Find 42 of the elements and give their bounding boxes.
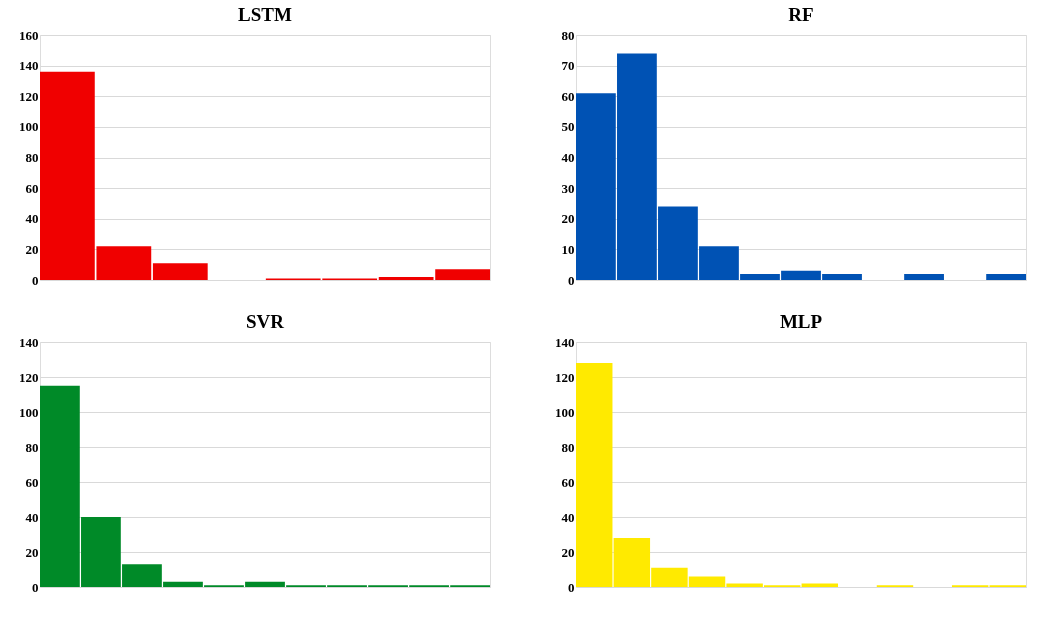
y-tick-label: 0	[568, 272, 575, 288]
y-tick-label: 80	[25, 439, 39, 455]
y-tick-label: 20	[25, 544, 39, 560]
y-tick-label: 0	[568, 579, 575, 595]
chart-title: LSTM	[238, 4, 292, 25]
chart-title: SVR	[245, 311, 285, 332]
y-tick-label: 20	[561, 211, 575, 227]
chart-title: MLP	[779, 311, 823, 332]
y-tick-label: 100	[555, 404, 575, 420]
y-tick-label: 60	[561, 474, 575, 490]
chart-title: RF	[788, 4, 814, 25]
y-tick-label: 160	[19, 27, 39, 43]
y-tick-label: 60	[25, 180, 39, 196]
y-tick-label: 140	[19, 334, 39, 350]
y-tick-label: 100	[19, 404, 39, 420]
y-tick-label: 40	[25, 509, 39, 525]
y-tick-label: 80	[561, 439, 575, 455]
y-tick-label: 120	[555, 369, 575, 385]
y-tick-label: 80	[561, 27, 575, 43]
y-tick-label: 10	[561, 241, 575, 257]
y-tick-label: 120	[19, 369, 39, 385]
y-tick-label: 50	[561, 119, 575, 135]
y-tick-label: 70	[561, 58, 575, 74]
bar	[152, 263, 208, 280]
y-tick-label: 60	[25, 474, 39, 490]
y-tick-label: 120	[19, 88, 39, 104]
bar	[576, 363, 613, 587]
y-tick-label: 0	[32, 272, 39, 288]
y-tick-label: 140	[555, 334, 575, 350]
y-tick-label: 80	[25, 150, 39, 165]
y-tick-label: 0	[32, 579, 39, 595]
y-tick-label: 60	[561, 88, 575, 104]
y-tick-label: 100	[19, 119, 39, 135]
y-tick-label: 140	[19, 58, 39, 74]
bar	[904, 273, 944, 280]
y-tick-label: 40	[561, 509, 575, 525]
y-tick-label: 40	[561, 150, 575, 165]
y-tick-label: 40	[25, 211, 39, 227]
y-tick-label: 20	[25, 241, 39, 257]
bar	[986, 273, 1026, 280]
y-tick-label: 30	[561, 180, 575, 196]
y-tick-label: 20	[561, 544, 575, 560]
